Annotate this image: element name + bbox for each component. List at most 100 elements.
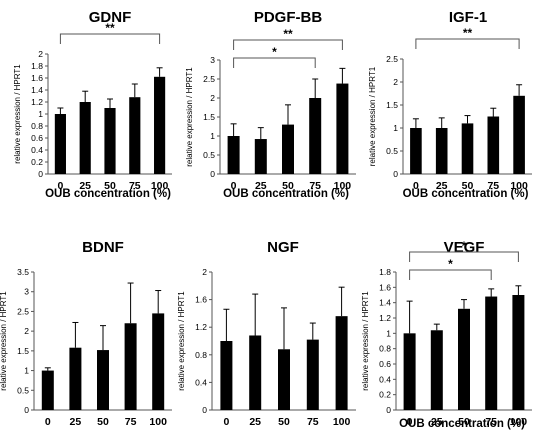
bar	[461, 123, 474, 174]
y-tick-label: 1.6	[379, 282, 391, 292]
y-tick-label: 3	[24, 287, 29, 297]
chart-title: IGF-1	[449, 9, 487, 26]
bar	[403, 333, 416, 410]
x-tick-label: 100	[510, 180, 528, 192]
significance-bracket	[233, 57, 316, 68]
x-tick-label: 75	[487, 180, 499, 192]
x-tick-label: 0	[45, 416, 51, 428]
y-tick-label: 2	[393, 77, 398, 87]
bar	[54, 114, 66, 174]
y-tick-label: 2	[202, 267, 207, 277]
y-tick-label: 1.4	[379, 298, 391, 308]
bar	[309, 98, 322, 174]
x-tick-label: 50	[278, 416, 290, 428]
x-tick-label: 25	[436, 180, 448, 192]
bar	[513, 95, 525, 174]
x-tick-label: 100	[510, 416, 528, 428]
y-axis-label: relative expression / HPRT1	[13, 64, 22, 164]
x-tick-label: 0	[57, 180, 63, 192]
chart-title: BDNF	[82, 239, 124, 256]
bar	[227, 136, 240, 174]
x-tick-label: 50	[97, 416, 109, 428]
y-tick-label: 1	[210, 131, 215, 141]
x-axis-label: OUB concentration (%)	[403, 188, 529, 200]
y-tick-label: 3.5	[17, 267, 29, 277]
y-tick-label: 2	[210, 93, 215, 103]
chart-bdnf: BDNF 0 0.5 1 1.5 2 2.5 3 3.5 relative expression …	[0, 239, 172, 428]
y-tick-label: 0	[202, 405, 207, 415]
y-tick-label: 0.4	[31, 145, 43, 155]
x-tick-label: 0	[413, 180, 419, 192]
y-tick-label: 0.5	[17, 385, 29, 395]
significance-bracket	[233, 39, 343, 50]
y-tick-label: 0	[210, 169, 215, 179]
x-tick-label: 0	[231, 180, 237, 192]
y-tick-label: 2.5	[386, 54, 398, 64]
y-tick-label: 0	[38, 169, 43, 179]
y-tick-label: 1	[393, 123, 398, 133]
y-tick-label: 0.6	[379, 359, 391, 369]
bar	[485, 296, 498, 410]
x-tick-label: 100	[334, 180, 352, 192]
y-tick-label: 1.6	[31, 73, 43, 83]
bar	[306, 339, 319, 410]
bar	[129, 97, 141, 174]
chart-pdgf-bb: PDGF-BB 0 0.5 1 1.5 2 2.5 3 relative expression …	[185, 9, 356, 200]
y-tick-label: 0.6	[31, 133, 43, 143]
y-tick-label: 0.8	[31, 121, 43, 131]
x-tick-label: 0	[223, 416, 229, 428]
bar	[97, 350, 109, 410]
chart-ngf: NGF 0 0.4 0.8 1.2 1.6 2 relative expression / H…	[177, 239, 356, 428]
bar	[335, 316, 348, 410]
y-tick-label: 1.4	[31, 85, 43, 95]
x-tick-label: 25	[249, 416, 261, 428]
x-tick-label: 50	[282, 180, 294, 192]
y-tick-label: 0.8	[379, 344, 391, 354]
x-tick-label: 25	[70, 416, 82, 428]
chart-igf-1: IGF-1 0 0.5 1 1.5 2 2.5 relative expression / H…	[368, 9, 532, 200]
x-tick-label: 75	[125, 416, 137, 428]
y-tick-label: 0	[393, 169, 398, 179]
bar	[336, 83, 349, 174]
y-tick-label: 0.4	[379, 374, 391, 384]
significance-bracket	[409, 269, 492, 280]
y-axis-label: relative expression / HPRT1	[361, 291, 370, 391]
y-tick-label: 1.6	[195, 295, 207, 305]
y-axis-label: relative expression / HPRT1	[368, 66, 377, 166]
significance-label: *	[462, 239, 467, 253]
chart-title: NGF	[267, 239, 299, 256]
x-axis-label: OUB concentration (%)	[45, 188, 171, 200]
y-tick-label: 0	[24, 405, 29, 415]
chart-gdnf: GDNF 0 0.2 0.4 0.6 0.8 1 1.2 1.4 1.6 1.8 2 relative …	[13, 9, 172, 200]
y-tick-label: 1.8	[31, 61, 43, 71]
bar	[124, 323, 137, 410]
y-tick-label: 0.2	[31, 157, 43, 167]
y-tick-label: 2.5	[203, 74, 215, 84]
x-axis-label: OUB concentration (%)	[399, 418, 525, 430]
bar	[152, 313, 165, 410]
bar	[282, 124, 294, 174]
y-tick-label: 3	[210, 55, 215, 65]
chart-title: GDNF	[89, 9, 132, 26]
y-tick-label: 0.5	[386, 146, 398, 156]
x-tick-label: 100	[149, 416, 167, 428]
y-tick-label: 2	[38, 49, 43, 59]
x-tick-label: 100	[333, 416, 351, 428]
x-tick-label: 75	[485, 416, 497, 428]
x-axis-label: OUB concentration (%)	[223, 188, 349, 200]
x-tick-label: 75	[129, 180, 141, 192]
y-tick-label: 1.5	[17, 346, 29, 356]
x-tick-label: 100	[151, 180, 169, 192]
x-tick-label: 25	[255, 180, 267, 192]
y-tick-label: 0.5	[203, 150, 215, 160]
y-tick-label: 1	[24, 366, 29, 376]
bar	[458, 308, 470, 410]
y-tick-label: 1.2	[31, 97, 43, 107]
bar	[435, 128, 448, 174]
significance-bracket	[409, 251, 519, 262]
bar	[254, 139, 267, 174]
y-axis-label: relative expression / HPRT1	[177, 291, 186, 391]
bar	[430, 330, 443, 410]
